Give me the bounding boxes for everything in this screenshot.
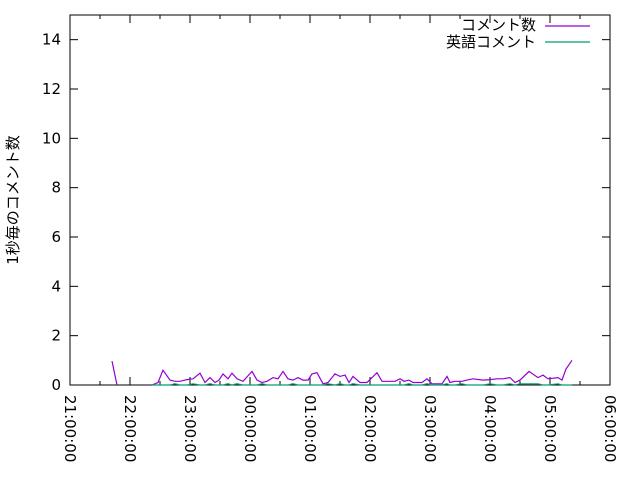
- x-tick-label: 05:00:00: [541, 395, 559, 462]
- y-tick-label: 12: [42, 80, 61, 98]
- y-tick-label: 8: [51, 179, 61, 197]
- x-tick-label: 06:00:00: [601, 395, 619, 462]
- x-tick-label: 03:00:00: [421, 395, 439, 462]
- series-line-1: [152, 383, 572, 386]
- x-tick-label: 22:00:00: [121, 395, 139, 462]
- x-tick-label: 23:00:00: [181, 395, 199, 462]
- x-tick-label: 21:00:00: [61, 395, 79, 462]
- x-tick-label: 02:00:00: [361, 395, 379, 462]
- plot-border: [69, 14, 611, 386]
- x-tick-label: 04:00:00: [481, 395, 499, 462]
- y-tick-label: 10: [42, 129, 61, 147]
- legend: コメント数 英語コメント: [446, 16, 590, 51]
- y-axis-label: 1秒毎のコメント数: [4, 135, 22, 265]
- series-line-0: [111, 359, 573, 386]
- y-tick-label: 14: [42, 31, 61, 49]
- x-tick-label: 01:00:00: [301, 395, 319, 462]
- y-tick-label: 2: [51, 327, 61, 345]
- legend-label-1: 英語コメント: [446, 33, 536, 51]
- y-tick-label: 6: [51, 228, 61, 246]
- y-tick-label: 4: [51, 277, 61, 295]
- y-tick-label: 0: [51, 376, 61, 394]
- x-tick-label: 00:00:00: [241, 395, 259, 462]
- legend-label-0: コメント数: [461, 16, 536, 34]
